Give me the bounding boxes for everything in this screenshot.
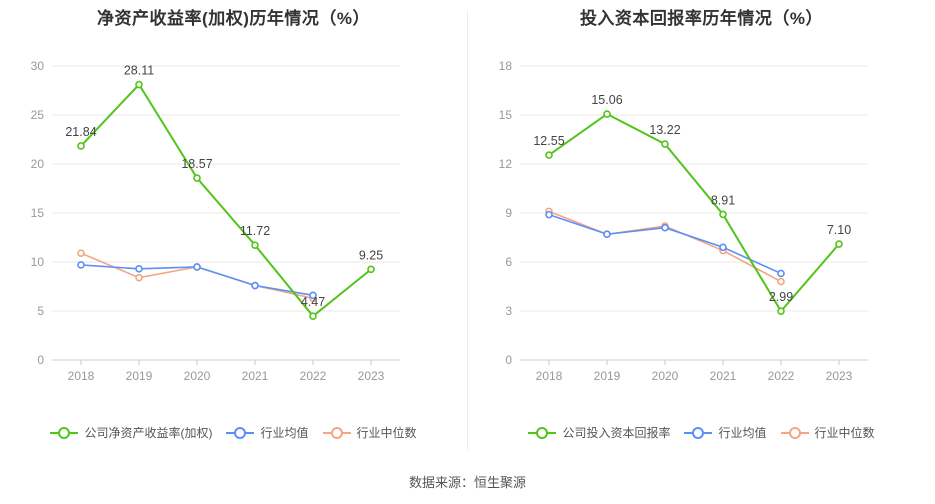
legend-label: 公司投入资本回报率 bbox=[562, 426, 671, 440]
legend-item-median[interactable]: 行业中位数 bbox=[322, 424, 417, 441]
company-point bbox=[135, 80, 143, 89]
x-tick-label: 2023 bbox=[826, 369, 853, 383]
y-tick-label: 9 bbox=[505, 206, 512, 220]
company-series-line bbox=[548, 112, 840, 313]
industry-avg-point bbox=[251, 281, 259, 290]
company-point bbox=[309, 312, 317, 320]
legend-item-median[interactable]: 行业中位数 bbox=[780, 424, 875, 441]
y-tick-label: 3 bbox=[505, 304, 512, 318]
y-tick-label: 25 bbox=[31, 108, 45, 122]
legend-line-icon bbox=[780, 426, 809, 440]
y-tick-label: 10 bbox=[31, 255, 45, 269]
y-tick-label: 6 bbox=[505, 255, 512, 269]
legend-label: 行业中位数 bbox=[814, 426, 875, 440]
y-tick-label: 15 bbox=[31, 206, 45, 220]
x-tick-label: 2019 bbox=[594, 369, 621, 383]
legend-item-company[interactable]: 公司投入资本回报率 bbox=[528, 424, 670, 441]
industry-avg-point bbox=[661, 223, 669, 232]
data-label: 8.91 bbox=[711, 193, 735, 207]
legend-label: 行业均值 bbox=[718, 426, 767, 440]
company-point bbox=[777, 307, 785, 315]
industry-avg-point bbox=[545, 210, 553, 219]
chart-title: 投入资本回报率历年情况（%） bbox=[579, 9, 824, 28]
industry-avg-point bbox=[777, 269, 785, 278]
legend-item-avg[interactable]: 行业均值 bbox=[226, 424, 309, 441]
company-point bbox=[251, 241, 259, 249]
data-label: 28.11 bbox=[124, 64, 154, 78]
legend-label: 公司净资产收益率(加权) bbox=[84, 426, 213, 440]
company-point bbox=[719, 210, 727, 219]
legend-line-icon bbox=[684, 426, 713, 440]
legend-item-avg[interactable]: 行业均值 bbox=[684, 424, 767, 441]
data-label: 9.25 bbox=[359, 248, 383, 262]
roic-chart-panel: 投入资本回报率历年情况（%） 0 3 6 9 12 15 18 2018 2019 2020 202… bbox=[468, 0, 935, 460]
industry-median-series-line bbox=[548, 210, 782, 283]
industry-avg-point bbox=[135, 265, 143, 273]
industry-median-series-line bbox=[80, 252, 314, 300]
y-tick-label: 5 bbox=[37, 304, 44, 318]
company-point bbox=[661, 140, 669, 148]
roe-chart-panel: 净资产收益率(加权)历年情况（%） 0 5 10 15 20 25 30 2018 2019 20… bbox=[0, 0, 467, 460]
data-label: 18.57 bbox=[181, 157, 212, 171]
data-label: 4.47 bbox=[301, 295, 325, 309]
industry-avg-point bbox=[77, 261, 85, 269]
company-point bbox=[367, 265, 375, 274]
data-label: 15.06 bbox=[591, 93, 622, 107]
y-tick-label: 15 bbox=[499, 108, 513, 122]
x-tick-label: 2022 bbox=[300, 369, 327, 383]
industry-avg-point bbox=[193, 263, 201, 271]
legend-label: 行业均值 bbox=[260, 426, 309, 440]
x-tick-label: 2022 bbox=[768, 369, 795, 383]
data-label: 21.84 bbox=[65, 125, 96, 139]
legend-line-icon bbox=[226, 426, 255, 440]
company-point bbox=[193, 174, 201, 182]
x-tick-label: 2019 bbox=[126, 369, 153, 383]
x-tick-label: 2018 bbox=[536, 369, 563, 383]
x-tick-label: 2020 bbox=[184, 369, 211, 383]
y-tick-label: 18 bbox=[499, 59, 513, 73]
industry-median-point bbox=[135, 273, 143, 282]
legend-item-company[interactable]: 公司净资产收益率(加权) bbox=[50, 424, 212, 441]
data-source-note: 数据来源：恒生聚源 bbox=[408, 475, 526, 490]
panel-divider bbox=[467, 10, 468, 450]
y-tick-label: 0 bbox=[505, 353, 512, 367]
y-tick-label: 30 bbox=[31, 59, 45, 73]
x-tick-label: 2018 bbox=[68, 369, 95, 383]
data-label: 12.55 bbox=[533, 134, 564, 148]
company-point bbox=[545, 151, 553, 159]
y-tick-label: 0 bbox=[37, 353, 44, 367]
x-tick-label: 2021 bbox=[242, 369, 269, 383]
company-point bbox=[835, 240, 843, 248]
x-tick-label: 2020 bbox=[652, 369, 679, 383]
legend-line-icon bbox=[528, 426, 557, 440]
industry-avg-point bbox=[603, 230, 611, 239]
industry-median-point bbox=[77, 249, 85, 257]
x-tick-label: 2023 bbox=[358, 369, 385, 383]
chart-title: 净资产收益率(加权)历年情况（%） bbox=[97, 9, 370, 28]
y-tick-label: 12 bbox=[499, 157, 513, 171]
industry-avg-point bbox=[309, 291, 317, 300]
company-series-line bbox=[80, 82, 372, 318]
chart-legend: 公司投入资本回报率 行业均值 行业中位数 bbox=[468, 424, 935, 441]
y-tick-label: 20 bbox=[31, 157, 45, 171]
company-point bbox=[603, 110, 611, 118]
roic-line-chart: 0 3 6 9 12 15 18 2018 2019 2020 2021 2022 2023 12.55 1… bbox=[499, 59, 868, 383]
legend-line-icon bbox=[322, 426, 351, 440]
data-label: 13.22 bbox=[649, 123, 680, 137]
legend-line-icon bbox=[50, 426, 79, 440]
roe-line-chart: 0 5 10 15 20 25 30 2018 2019 2020 2021 2022 2023 21.8… bbox=[31, 59, 400, 383]
chart-legend: 公司净资产收益率(加权) 行业均值 行业中位数 bbox=[0, 424, 467, 441]
company-point bbox=[77, 142, 85, 150]
industry-avg-point bbox=[719, 243, 727, 252]
data-label: 2.99 bbox=[769, 290, 793, 304]
data-label: 11.72 bbox=[240, 224, 270, 238]
data-label: 7.10 bbox=[827, 223, 851, 237]
legend-label: 行业中位数 bbox=[356, 426, 417, 440]
x-tick-label: 2021 bbox=[710, 369, 737, 383]
industry-median-point bbox=[777, 277, 785, 286]
